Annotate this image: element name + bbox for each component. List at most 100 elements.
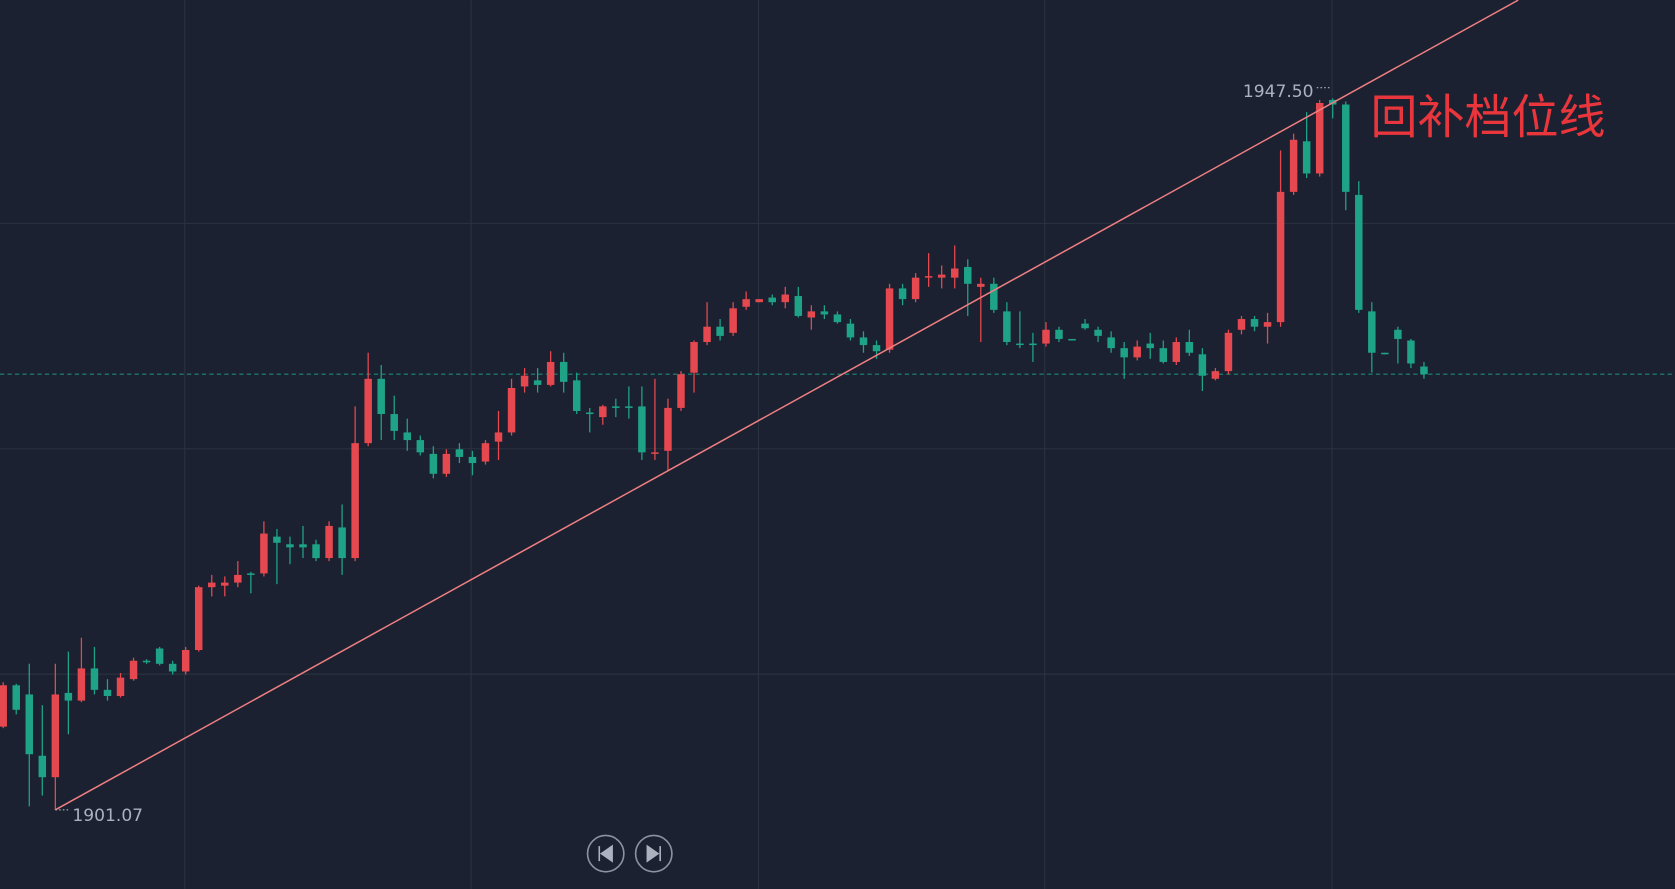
- candle-body: [208, 582, 216, 588]
- candle-body: [1159, 348, 1168, 362]
- candle-body: [964, 266, 972, 284]
- candle-body: [338, 527, 346, 559]
- candle-body: [1185, 342, 1194, 353]
- candle-body: [194, 587, 203, 651]
- candle-body: [1237, 319, 1246, 330]
- next-icon: [646, 844, 661, 863]
- low-label: 1901.07: [72, 806, 143, 826]
- candle-body: [64, 692, 73, 701]
- candle-body: [1068, 338, 1076, 341]
- candle-body: [260, 533, 268, 574]
- candle-body: [481, 443, 490, 462]
- candle-body: [168, 663, 177, 672]
- candle-body: [51, 694, 60, 778]
- candle-body: [1211, 371, 1220, 379]
- candle-body: [533, 380, 542, 385]
- candle-body: [950, 268, 959, 278]
- candle-body: [520, 375, 529, 387]
- candle-body: [807, 311, 816, 318]
- candle-body: [390, 414, 398, 431]
- candle-body: [155, 648, 164, 664]
- candle-body: [90, 668, 99, 690]
- candle-body: [755, 299, 763, 303]
- candle-body: [872, 345, 881, 352]
- candle-body: [299, 544, 307, 548]
- candle-body: [1263, 322, 1272, 327]
- candle-body: [898, 288, 907, 300]
- candle-body: [572, 380, 581, 411]
- candle-body: [781, 294, 790, 303]
- candle-body: [38, 755, 47, 778]
- candle-body: [846, 323, 855, 338]
- candle-body: [286, 544, 294, 548]
- candle-body: [1146, 343, 1154, 349]
- candle-body: [1250, 319, 1259, 327]
- candle-body: [25, 694, 34, 755]
- candle-body: [638, 406, 646, 453]
- candle-body: [234, 574, 242, 583]
- candle-body: [690, 342, 698, 373]
- candle-body: [768, 297, 776, 303]
- candle-body: [1315, 102, 1324, 174]
- candle-body: [729, 308, 737, 333]
- candle-body: [1381, 352, 1389, 355]
- candle-body: [664, 407, 672, 451]
- candle-body: [924, 276, 933, 278]
- candle-body: [742, 299, 750, 307]
- candle-body: [1355, 194, 1363, 310]
- candle-body: [1407, 340, 1415, 364]
- candle-body: [716, 326, 724, 336]
- candle-body: [1342, 104, 1350, 192]
- candle-body: [1133, 346, 1141, 358]
- candles: [0, 98, 1428, 810]
- candle-body: [429, 453, 438, 474]
- prev-icon: [598, 844, 613, 863]
- candle-body: [325, 525, 333, 559]
- candle-body: [586, 412, 594, 415]
- candle-body: [416, 440, 425, 453]
- candle-body: [794, 296, 803, 316]
- candle-body: [247, 573, 255, 575]
- prev-button[interactable]: [586, 834, 625, 873]
- candle-body: [12, 685, 20, 710]
- candle-body: [1276, 191, 1285, 323]
- candle-body: [1120, 348, 1128, 358]
- candle-body: [494, 432, 503, 442]
- candle-body: [612, 406, 620, 408]
- candle-body: [1094, 329, 1102, 336]
- candle-body: [820, 311, 829, 315]
- annotation: 回补档位线: [1371, 90, 1606, 145]
- candle-body: [455, 449, 464, 457]
- candle-body: [221, 582, 229, 586]
- next-button[interactable]: [634, 834, 673, 873]
- candle-body: [1394, 329, 1402, 339]
- candle-body: [442, 453, 451, 474]
- trendline: [54, 0, 1519, 811]
- candle-body: [403, 432, 412, 441]
- candle-body: [1224, 332, 1233, 372]
- candle-body: [0, 685, 7, 727]
- candle-body: [1081, 323, 1089, 329]
- candle-body: [1055, 329, 1063, 339]
- candle-body: [1368, 311, 1376, 353]
- candle-body: [1016, 343, 1024, 346]
- candle-body: [1172, 342, 1181, 362]
- candle-body: [1107, 337, 1115, 349]
- candle-body: [625, 406, 633, 408]
- candle-body: [677, 374, 685, 408]
- candle-body: [859, 337, 868, 346]
- candle-body: [1029, 343, 1037, 346]
- high-label: 1947.50: [1243, 82, 1314, 102]
- candle-body: [468, 456, 477, 464]
- candle-body: [116, 677, 125, 696]
- candle-body: [103, 689, 112, 696]
- candle-body: [1302, 141, 1311, 174]
- candle-body: [937, 274, 946, 278]
- candle-body: [559, 361, 568, 382]
- candle-body: [977, 283, 985, 287]
- candle-body: [77, 668, 86, 701]
- candle-body: [911, 277, 920, 300]
